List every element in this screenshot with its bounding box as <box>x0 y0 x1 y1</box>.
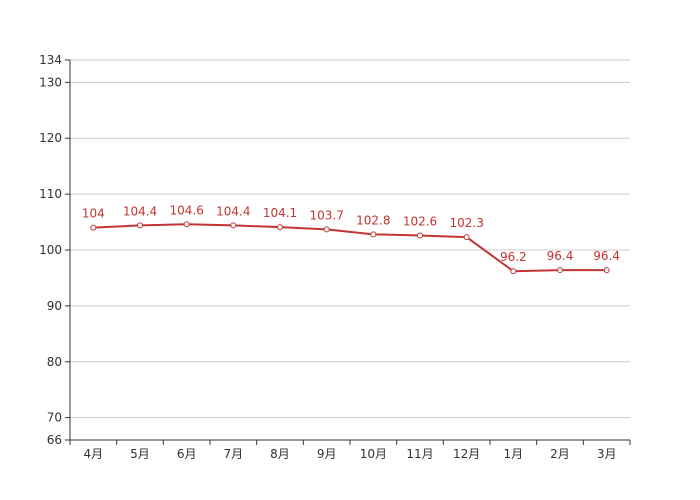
data-label: 102.8 <box>356 213 390 227</box>
y-tick-label: 110 <box>39 187 62 201</box>
x-tick-label: 8月 <box>270 447 290 461</box>
y-tick-label: 80 <box>47 355 62 369</box>
data-point <box>230 222 237 229</box>
data-label: 104.1 <box>263 206 297 220</box>
data-label: 102.3 <box>449 216 483 230</box>
data-point <box>137 222 143 229</box>
data-label: 104.4 <box>123 204 157 218</box>
x-tick-label: 2月 <box>550 447 570 461</box>
series-line <box>93 223 607 273</box>
data-label: 102.6 <box>403 214 437 228</box>
x-tick-label: 9月 <box>317 447 337 461</box>
grid-lines <box>70 59 630 419</box>
x-tick-label: 11月 <box>406 447 433 461</box>
x-tick-label: 12月 <box>453 447 480 461</box>
series-layer <box>90 221 610 275</box>
x-tick-label: 1月 <box>504 447 524 461</box>
y-axis-ticks: 66 70 80 90 100 110 120 130 134 <box>39 53 70 447</box>
data-point <box>277 224 283 231</box>
data-label: 96.2 <box>500 250 527 264</box>
x-tick-label: 5月 <box>130 447 150 461</box>
y-tick-label: 66 <box>47 433 62 447</box>
y-tick-label: 120 <box>39 131 62 145</box>
data-label: 104.6 <box>169 203 203 217</box>
data-label: 96.4 <box>593 249 620 263</box>
y-tick-label: 100 <box>39 243 62 257</box>
data-label: 104.4 <box>216 204 250 218</box>
x-tick-label: 7月 <box>224 447 244 461</box>
x-tick-label: 3月 <box>597 447 617 461</box>
data-label: 104 <box>82 207 105 221</box>
x-tick-label: 10月 <box>360 447 387 461</box>
data-point <box>417 232 423 239</box>
y-tick-label: 134 <box>39 53 62 67</box>
x-tick-label: 6月 <box>177 447 197 461</box>
y-tick-label: 130 <box>39 75 62 89</box>
data-labels: 104 104.4 104.6 104.4 104.1 103.7 102.8 102.6 10… <box>82 203 620 264</box>
data-label: 96.4 <box>547 249 574 263</box>
data-point <box>183 221 190 228</box>
data-point <box>603 267 610 274</box>
data-point <box>463 234 470 241</box>
data-point <box>370 231 377 238</box>
data-point <box>90 224 97 231</box>
y-tick-label: 70 <box>47 411 62 425</box>
y-tick-label: 90 <box>47 299 62 313</box>
data-point <box>557 267 563 274</box>
x-tick-label: 4月 <box>84 447 104 461</box>
data-point <box>510 268 517 275</box>
data-point <box>323 226 330 233</box>
x-axis-ticks: 4月 5月 6月 7月 8月 9月 10月 11月 12月 1月 2月 3月 <box>69 440 631 461</box>
data-label: 103.7 <box>309 208 343 222</box>
